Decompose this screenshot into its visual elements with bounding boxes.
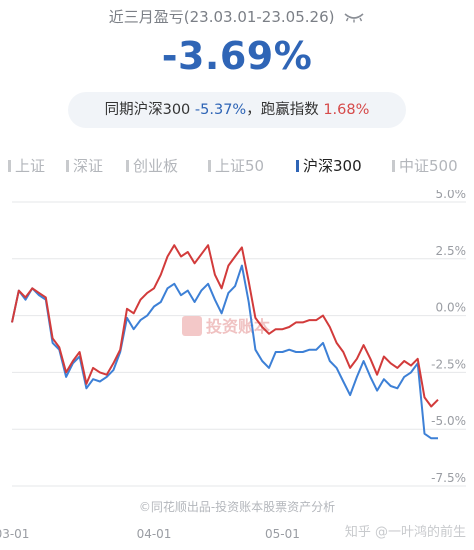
legend-marker [296,160,299,172]
y-axis-ticks: 5.0% 2.5% 0.0% -2.5% -5.0% -7.5% [431,190,466,485]
index-selector: 上证 深证 创业板 上证50 沪深300 中证500 [8,155,474,179]
legend-marker [8,160,11,172]
period-title: 近三月盈亏(23.03.01-23.05.26) [0,6,474,27]
y-tick-label: 0.0% [436,301,467,315]
source-watermark: ©同花顺出品-投资账本股票资产分析 [139,499,335,514]
grid-lines [12,201,466,487]
legend-marker [66,160,69,172]
return-percentage: -3.69% [161,34,313,78]
index-label: 同期沪深300 [104,102,191,118]
outperform-value: 1.68% [323,102,370,118]
index-comparison: 同期沪深300 -5.37%，跑赢指数 1.68% [68,92,406,128]
legend-label: 中证500 [399,157,458,175]
x-axis-ticks: 03-01 04-01 05-01 [0,527,300,541]
legend-marker [126,160,129,172]
x-tick-label: 04-01 [137,527,172,541]
y-tick-label: 5.0% [436,190,467,201]
legend-marker [392,160,395,172]
legend-marker [208,160,211,172]
legend-item-sz[interactable]: 深证 [66,155,103,176]
legend-label: 上证50 [215,157,265,175]
x-tick-label: 03-01 [0,527,29,541]
legend-item-sh[interactable]: 上证 [8,155,45,176]
eye-closed-icon[interactable] [343,9,365,27]
corner-watermark: 知乎 @一叶鸿的前生 [345,524,466,540]
index-series-line [11,264,438,440]
performance-chart[interactable]: 5.0% 2.5% 0.0% -2.5% -5.0% -7.5% 03-01 04-01 05… [0,190,474,550]
y-tick-label: 2.5% [436,244,467,258]
legend-label: 上证 [15,157,46,175]
y-tick-label: -7.5% [431,471,466,485]
index-return: -5.37% [194,102,247,118]
watermark-text: 投资账本 [206,317,270,336]
portfolio-series-line [11,244,439,408]
legend-label: 创业板 [133,157,179,175]
period-label: 近三月盈亏(23.03.01-23.05.26) [108,8,335,26]
x-tick-label: 05-01 [265,527,300,541]
legend-item-zz500[interactable]: 中证500 [392,155,458,176]
y-tick-label: -5.0% [431,414,466,428]
legend-label: 深证 [73,157,104,175]
series-lines [11,244,439,440]
legend-label: 沪深300 [303,157,362,175]
legend-item-sz50[interactable]: 上证50 [208,155,264,176]
y-tick-label: -2.5% [431,357,466,371]
watermark-logo: 投资账本 [182,316,270,336]
legend-item-cyb[interactable]: 创业板 [126,155,178,176]
outperform-label: ，跑赢指数 [246,102,319,118]
legend-item-hs300[interactable]: 沪深300 [296,155,362,176]
